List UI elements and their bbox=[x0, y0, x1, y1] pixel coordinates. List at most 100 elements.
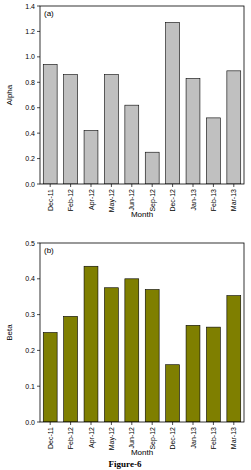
y-tick-label: 0.4 bbox=[25, 130, 35, 137]
x-tick-label: Apr-12 bbox=[88, 427, 96, 448]
y-tick-label: 0.8 bbox=[25, 79, 35, 86]
x-tick-label: Dec-12 bbox=[169, 189, 176, 212]
x-tick bbox=[152, 184, 153, 187]
x-tick bbox=[91, 422, 92, 425]
x-tick bbox=[70, 184, 71, 187]
y-tick bbox=[37, 243, 40, 244]
chart-panel: 0.0 0.1 0.2 0.3 0.4 0.5 Dec-11 Feb-12 Apr-12 May-… bbox=[5, 240, 244, 458]
y-tick bbox=[37, 314, 40, 315]
x-tick bbox=[131, 422, 132, 425]
bar bbox=[104, 75, 118, 184]
x-tick bbox=[213, 184, 214, 187]
y-tick bbox=[37, 386, 40, 387]
x-axis-label: Month bbox=[131, 448, 153, 457]
x-tick bbox=[172, 422, 173, 425]
bar bbox=[43, 64, 57, 184]
x-tick-label: Apr-12 bbox=[88, 189, 96, 210]
y-tick-label: 0.3 bbox=[25, 311, 35, 318]
y-tick bbox=[37, 82, 40, 83]
x-tick bbox=[233, 422, 234, 425]
bar bbox=[125, 105, 139, 184]
y-tick-label: 0.1 bbox=[25, 383, 35, 390]
x-tick bbox=[213, 422, 214, 425]
y-tick-label: 0.0 bbox=[25, 181, 35, 188]
x-tick-label: Feb-12 bbox=[67, 427, 74, 449]
bar bbox=[84, 266, 98, 422]
x-axis-label: Month bbox=[131, 210, 153, 219]
x-tick bbox=[50, 422, 51, 425]
bar bbox=[186, 78, 200, 184]
y-tick-label: 0.4 bbox=[25, 275, 35, 282]
bar bbox=[206, 118, 220, 184]
bar bbox=[125, 279, 139, 422]
x-tick bbox=[193, 422, 194, 425]
y-tick bbox=[37, 56, 40, 57]
x-tick-label: Jan-13 bbox=[190, 189, 197, 211]
plot-frame bbox=[40, 6, 244, 184]
y-tick-label: 0.5 bbox=[25, 240, 35, 247]
x-tick-label: Feb-13 bbox=[210, 427, 217, 449]
x-tick-label: Sep-12 bbox=[149, 189, 157, 212]
x-tick bbox=[111, 422, 112, 425]
x-tick bbox=[91, 184, 92, 187]
x-tick-label: Jun-12 bbox=[128, 427, 135, 449]
bar bbox=[186, 325, 200, 422]
panel-label: (a) bbox=[44, 9, 54, 18]
bar bbox=[104, 288, 118, 422]
y-tick bbox=[37, 278, 40, 279]
y-tick bbox=[37, 350, 40, 351]
y-tick-label: 0.2 bbox=[25, 347, 35, 354]
bar bbox=[84, 131, 98, 184]
y-tick bbox=[37, 107, 40, 108]
x-tick bbox=[50, 184, 51, 187]
y-tick bbox=[37, 31, 40, 32]
bar bbox=[166, 23, 180, 184]
bar bbox=[64, 75, 78, 184]
bar bbox=[145, 152, 159, 184]
x-tick-label: Mar-13 bbox=[230, 189, 237, 211]
x-tick-label: Sep-12 bbox=[149, 427, 157, 450]
chart-panel: 0.0 0.2 0.4 0.6 0.8 1.0 1.2 1.4 Dec-11 Feb-12 Apr-… bbox=[5, 3, 244, 220]
x-tick-label: Jan-13 bbox=[190, 427, 197, 449]
x-tick-label: May-12 bbox=[108, 427, 116, 450]
x-tick-label: Jun-12 bbox=[128, 189, 135, 211]
x-tick-label: Mar-13 bbox=[230, 427, 237, 449]
x-tick bbox=[172, 184, 173, 187]
y-tick-label: 0.2 bbox=[25, 155, 35, 162]
x-tick bbox=[131, 184, 132, 187]
y-tick-label: 1.2 bbox=[25, 28, 35, 35]
x-tick-label: Dec-11 bbox=[47, 427, 54, 449]
x-tick bbox=[111, 184, 112, 187]
y-tick bbox=[37, 6, 40, 7]
bar bbox=[227, 71, 241, 184]
x-tick-label: Dec-12 bbox=[169, 427, 176, 450]
y-tick-label: 0.6 bbox=[25, 104, 35, 111]
plot-frame bbox=[40, 243, 244, 422]
y-tick bbox=[37, 133, 40, 134]
x-tick bbox=[152, 422, 153, 425]
y-tick bbox=[37, 158, 40, 159]
x-tick-label: May-12 bbox=[108, 189, 116, 212]
bar bbox=[206, 327, 220, 422]
figure-caption: Figure-6 bbox=[109, 459, 142, 469]
bar bbox=[64, 316, 78, 422]
y-tick-label: 1.0 bbox=[25, 53, 35, 60]
y-tick bbox=[37, 184, 40, 185]
x-tick bbox=[233, 184, 234, 187]
bar bbox=[227, 296, 241, 422]
bar bbox=[43, 333, 57, 423]
y-tick-label: 0.0 bbox=[25, 419, 35, 426]
y-tick-label: 1.4 bbox=[25, 3, 35, 10]
x-tick bbox=[70, 422, 71, 425]
bar bbox=[145, 290, 159, 422]
bar bbox=[166, 365, 180, 422]
panel-label: (b) bbox=[44, 246, 54, 255]
x-tick-label: Feb-12 bbox=[67, 189, 74, 211]
x-tick-label: Dec-11 bbox=[47, 189, 54, 211]
bars bbox=[43, 23, 240, 184]
x-tick bbox=[193, 184, 194, 187]
y-axis-label: Alpha bbox=[5, 84, 14, 105]
figure: 0.0 0.2 0.4 0.6 0.8 1.0 1.2 1.4 Dec-11 Feb-12 Apr-… bbox=[0, 0, 251, 470]
x-tick-label: Feb-13 bbox=[210, 189, 217, 211]
y-tick bbox=[37, 422, 40, 423]
